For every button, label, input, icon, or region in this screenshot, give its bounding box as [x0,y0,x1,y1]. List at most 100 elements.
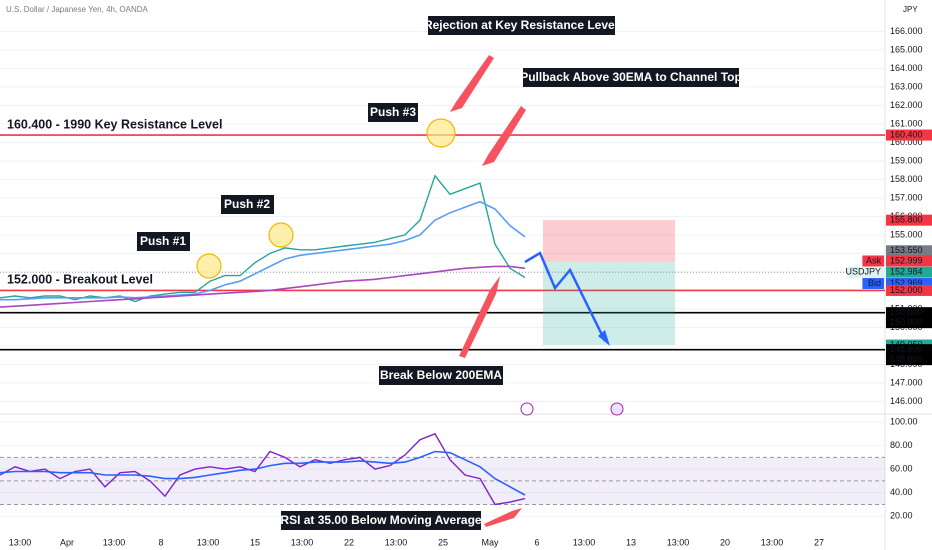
y-tick-label: 20.00 [890,511,913,521]
push-markers [196,118,456,279]
price-tag [886,354,932,366]
x-tick-label: Apr [60,537,74,547]
projection-head [598,330,610,346]
y-tick-label: 80.00 [890,440,913,450]
callout-box [523,68,739,87]
push-circle [196,253,222,279]
price-tag-label: 152.969 [890,278,923,288]
arrow [484,508,522,527]
series-line [0,174,526,303]
y-tick-label: 100.00 [890,416,918,426]
price-tag-name: USDJPY [845,267,881,277]
callout-box [379,366,503,385]
y-tick-label: 147.000 [890,377,923,387]
price-tag-label: 160.400 [890,129,923,139]
x-tick-label: 13 [626,537,636,547]
y-tick-label: 166.000 [890,26,923,36]
callout-box [428,16,615,35]
x-tick-label: 13:00 [9,537,32,547]
price-tag [886,129,932,141]
y-tick-label: 159.000 [890,155,923,165]
y-tick-label: 163.000 [890,81,923,91]
price-tag [886,245,932,257]
series-line [0,200,526,301]
y-tick-label: 60.00 [890,464,913,474]
callouts: Rejection at Key Resistance Level Pullba… [7,16,742,530]
callout-box [137,232,190,251]
x-tick-label: 13:00 [197,537,220,547]
price-tag-label: 152.999 [890,255,923,265]
arrows [450,55,526,527]
level-label: 160.400 - 1990 Key Resistance Level [7,117,222,131]
arrow [459,276,500,358]
y-tick-label: 165.000 [890,44,923,54]
callout-box [281,511,481,530]
price-tag [886,278,932,290]
event-icon [610,402,624,416]
x-tick-label: 25 [438,537,448,547]
x-tick-label: 13:00 [385,537,408,547]
x-tick-label: 13:00 [103,537,126,547]
price-tag [886,266,932,278]
x-tick-label: 13:00 [291,537,314,547]
callout-box [368,103,418,122]
x-tick-label: 8 [158,537,163,547]
y-tick-label: 40.00 [890,487,913,497]
y-tick-label: 161.000 [890,118,923,128]
y-tick-label: 162.000 [890,100,923,110]
price-tag-name-box [846,266,884,278]
level-label: 152.000 - Breakout Level [7,272,153,286]
price-tag [886,214,932,226]
callout: RSI at 35.00 Below Moving Average [280,513,482,527]
price-tag [886,317,932,329]
x-tick-label: 22 [344,537,354,547]
price-tag-label: 150.800 [890,317,923,327]
x-tick-label: 13:00 [667,537,690,547]
arrow [482,106,526,166]
price-tag-name-box [862,278,884,290]
symbol-title: U.S. Dollar / Japanese Yen, 4h, OANDA [6,5,149,14]
series-line [0,265,526,308]
x-tick-label: 13:00 [573,537,596,547]
y-tick-label: 146.000 [890,396,923,406]
price-tag [886,284,932,296]
x-tick-label: 13:00 [761,537,784,547]
price-tag [886,307,932,319]
price-tag-name-box [862,255,884,267]
y-tick-label: 160.000 [890,137,923,147]
y-tick-label: 155.000 [890,229,923,239]
price-tag [886,255,932,267]
callout: Push #2 [224,197,270,211]
price-tag-name: Ask [866,255,882,265]
callout: Rejection at Key Resistance Level [424,18,618,32]
price-tag-label: 152.984 [890,267,923,277]
y-tick-label: 158.000 [890,174,923,184]
event-icon [520,402,534,416]
arrow [450,55,494,112]
price-tag-label: 153.550 [890,245,923,255]
stop-zone [543,220,675,262]
callout: Pullback Above 30EMA to Channel Top [520,70,742,84]
price-tag-label: 152.000 [890,285,923,295]
x-tick-label: 20 [720,537,730,547]
price-tag-label: 155.800 [890,215,923,225]
series-line [0,450,526,496]
target-zone [543,261,675,346]
x-tick-label: May [481,537,499,547]
x-tick-label: 27 [814,537,824,547]
y-tick-label: 164.000 [890,63,923,73]
x-tick-label: 6 [534,537,539,547]
callout: Push #1 [140,234,186,248]
price-tag-label: 148.800 [890,344,923,354]
callout: Break Below 200EMA [380,368,502,382]
push-circle [426,118,456,148]
series-line [0,432,526,506]
callout-box [221,195,274,214]
projection-arrow [524,251,607,342]
price-tag [886,344,932,356]
y-tick-label: 157.000 [890,192,923,202]
currency: JPY [903,5,918,14]
price-tag-label: 148.800 [890,354,923,364]
